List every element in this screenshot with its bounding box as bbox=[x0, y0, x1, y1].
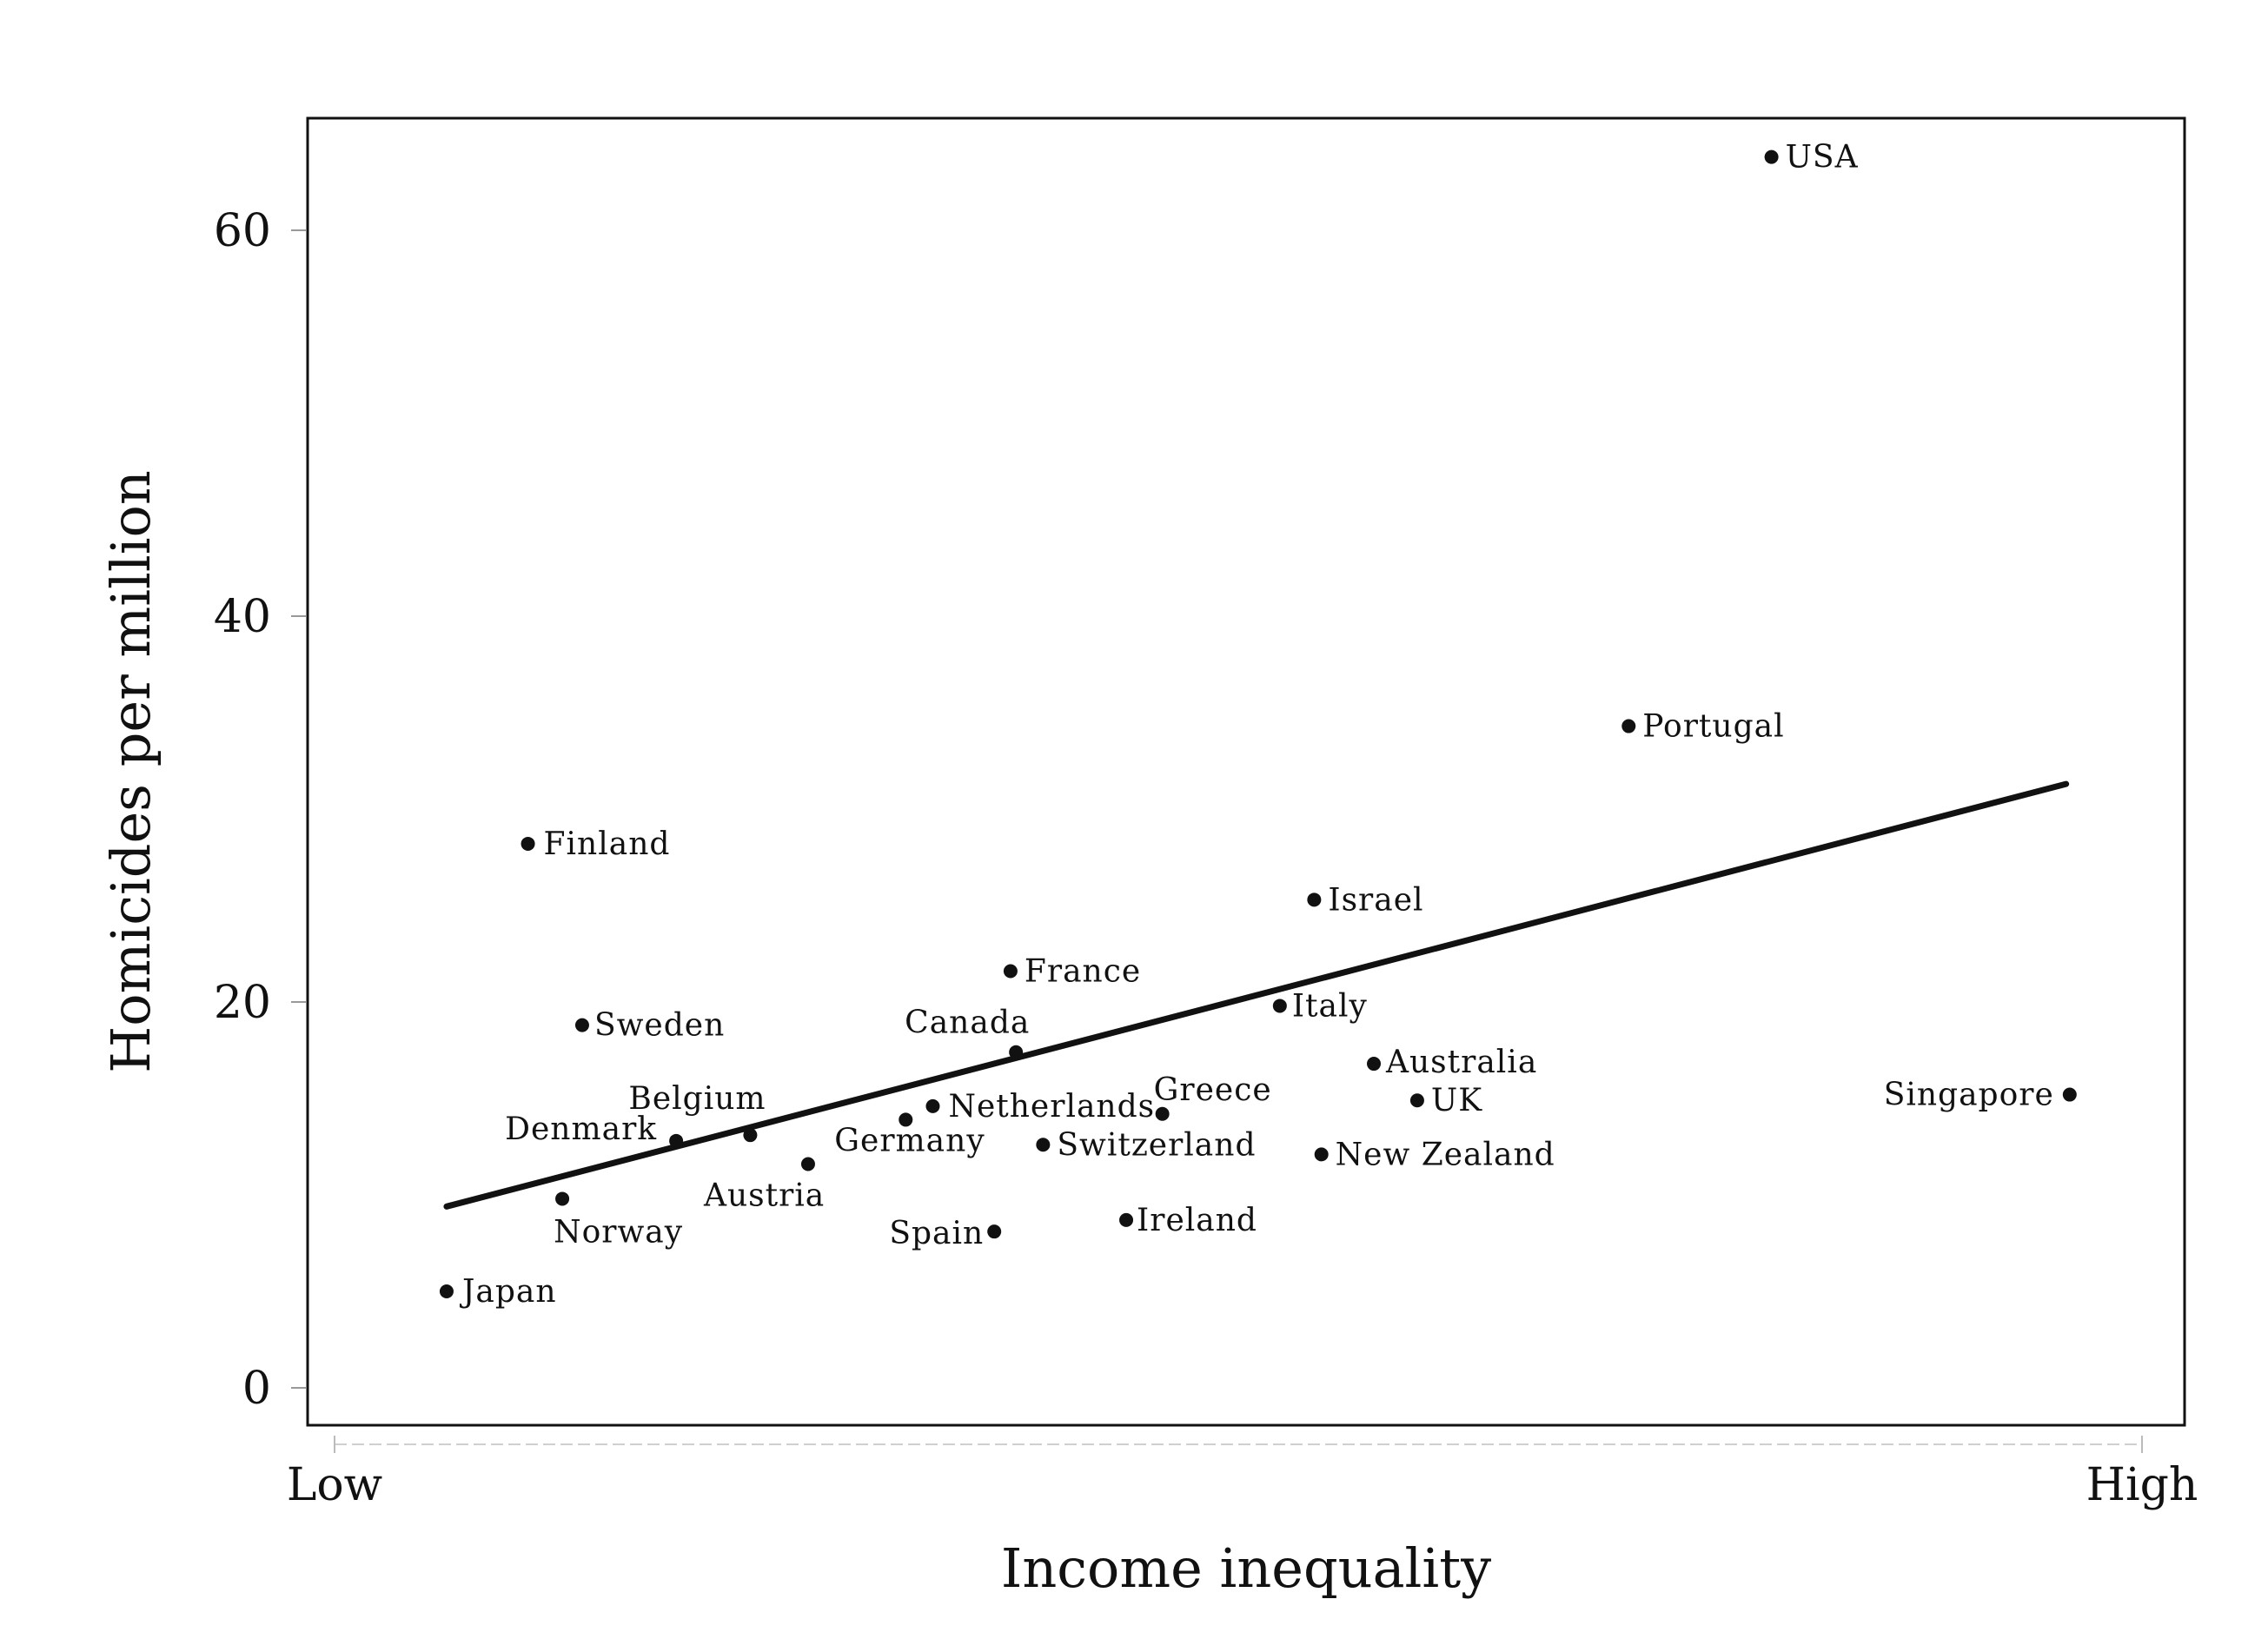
data-label: Singapore bbox=[1884, 1078, 2054, 1113]
data-point bbox=[521, 836, 535, 851]
plot-frame bbox=[306, 116, 2186, 1427]
data-point bbox=[925, 1098, 940, 1113]
data-point bbox=[1119, 1212, 1134, 1227]
x-axis-title: Income inequality bbox=[1001, 1536, 1491, 1600]
data-label: Switzerland bbox=[1057, 1127, 1256, 1163]
data-point bbox=[800, 1157, 815, 1171]
x-tick-label-low: Low bbox=[287, 1459, 382, 1511]
data-label: Australia bbox=[1385, 1045, 1537, 1080]
data-point bbox=[1003, 964, 1018, 979]
data-point bbox=[1314, 1147, 1329, 1162]
data-point bbox=[1307, 892, 1322, 907]
data-label: Canada bbox=[905, 1005, 1030, 1041]
data-point bbox=[439, 1284, 454, 1298]
trendline-group bbox=[443, 780, 2070, 1210]
data-point bbox=[1155, 1106, 1170, 1121]
data-point bbox=[1036, 1138, 1051, 1152]
data-point bbox=[987, 1224, 1002, 1239]
data-point bbox=[1409, 1093, 1424, 1108]
data-label: Netherlands bbox=[948, 1089, 1155, 1125]
data-label: Norway bbox=[554, 1214, 683, 1250]
data-point bbox=[1764, 149, 1779, 164]
data-label: Italy bbox=[1292, 988, 1368, 1024]
data-point bbox=[743, 1128, 758, 1143]
data-label: Austria bbox=[703, 1178, 825, 1213]
data-label: France bbox=[1025, 953, 1141, 989]
data-label: Sweden bbox=[594, 1008, 725, 1044]
data-point bbox=[1009, 1045, 1024, 1059]
data-point bbox=[1621, 719, 1636, 733]
data-point bbox=[899, 1112, 913, 1127]
y-axis-title: Homicides per million bbox=[99, 470, 162, 1073]
data-label: USA bbox=[1786, 140, 1859, 176]
data-point bbox=[1272, 999, 1287, 1013]
data-label: Denmark bbox=[505, 1111, 657, 1147]
data-label: Spain bbox=[889, 1216, 984, 1251]
data-point bbox=[555, 1191, 570, 1206]
y-tick-label: 20 bbox=[214, 977, 271, 1029]
y-tick-label: 60 bbox=[214, 205, 271, 257]
data-label: Ireland bbox=[1137, 1203, 1257, 1238]
data-label: UK bbox=[1431, 1083, 1482, 1118]
data-point bbox=[1367, 1057, 1381, 1072]
data-point bbox=[574, 1018, 589, 1032]
data-label: Portugal bbox=[1642, 709, 1784, 745]
data-label: Germany bbox=[834, 1123, 985, 1158]
data-label: New Zealand bbox=[1336, 1137, 1555, 1172]
x-tick-label-high: High bbox=[2086, 1459, 2198, 1511]
data-label: Belgium bbox=[628, 1081, 766, 1117]
data-point bbox=[2062, 1087, 2077, 1102]
data-label: Greece bbox=[1154, 1072, 1272, 1108]
y-axis: 0 20 40 60 bbox=[214, 205, 306, 1415]
y-tick-label: 0 bbox=[242, 1363, 271, 1415]
data-label: Israel bbox=[1328, 882, 1423, 918]
data-label: Japan bbox=[459, 1274, 557, 1310]
data-label: Finland bbox=[544, 826, 671, 862]
x-axis: Low High bbox=[287, 1436, 2198, 1511]
trendline bbox=[443, 780, 2070, 1210]
data-point bbox=[669, 1133, 684, 1148]
y-tick-label: 40 bbox=[214, 591, 271, 643]
